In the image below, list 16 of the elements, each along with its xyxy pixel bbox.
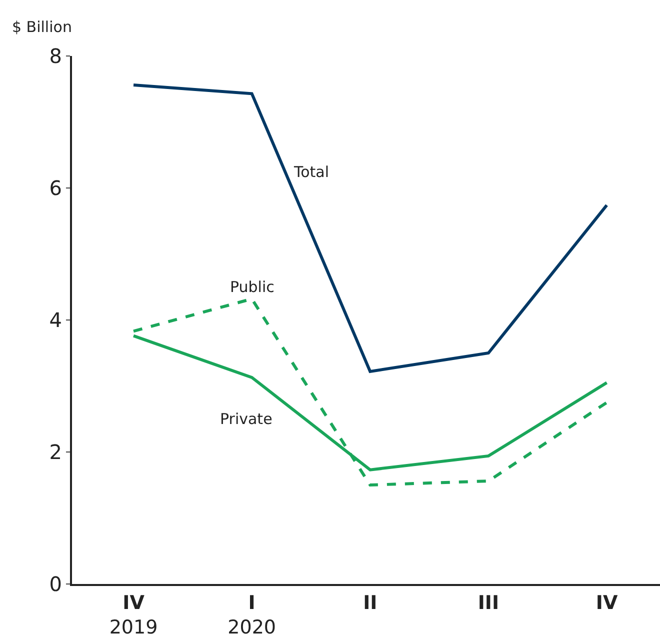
y-axis-title: $ Billion xyxy=(12,18,72,36)
series-label: Total xyxy=(293,163,330,181)
x-tick-label: IV 2019 xyxy=(109,592,158,638)
x-tick-label: III xyxy=(478,592,500,614)
x-tick-label: II xyxy=(363,592,378,614)
x-tick-label: I 2020 xyxy=(228,592,276,638)
line-series xyxy=(132,297,608,486)
series-label: Public xyxy=(230,278,274,296)
y-tick-label: 2 xyxy=(49,440,62,464)
y-tick-label: 0 xyxy=(49,572,62,596)
y-tick-label: 6 xyxy=(49,176,62,200)
series-label: Private xyxy=(220,410,272,428)
y-tick-label: 4 xyxy=(49,308,62,332)
y-tick-label: 8 xyxy=(49,44,62,68)
x-tick-label: IV xyxy=(596,592,618,614)
line-series xyxy=(132,84,608,373)
